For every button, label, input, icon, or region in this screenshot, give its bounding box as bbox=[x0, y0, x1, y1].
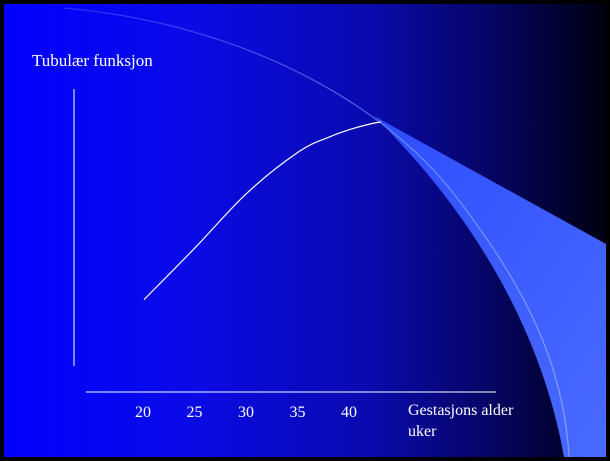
x-tick-label: 20 bbox=[135, 404, 151, 421]
slide-background: Tubulær funksjon 20 25 30 35 40 Gestasjo… bbox=[4, 4, 606, 457]
x-tick-label: 35 bbox=[289, 404, 306, 421]
decorative-arc bbox=[63, 7, 570, 457]
x-axis-title: Gestasjons alder uker bbox=[408, 400, 568, 442]
series-line bbox=[143, 121, 382, 301]
decorative-swoosh bbox=[374, 116, 606, 457]
x-axis-title-line1: Gestasjons alder bbox=[408, 402, 514, 419]
series-layer bbox=[143, 121, 382, 301]
chart-svg bbox=[63, 7, 606, 457]
x-tick-label: 40 bbox=[341, 404, 357, 421]
x-tick-label: 25 bbox=[186, 404, 203, 421]
x-axis-title-line2: uker bbox=[408, 423, 437, 440]
x-tick-label: 30 bbox=[238, 404, 254, 421]
y-axis-title: Tubulær funksjon bbox=[32, 51, 153, 70]
